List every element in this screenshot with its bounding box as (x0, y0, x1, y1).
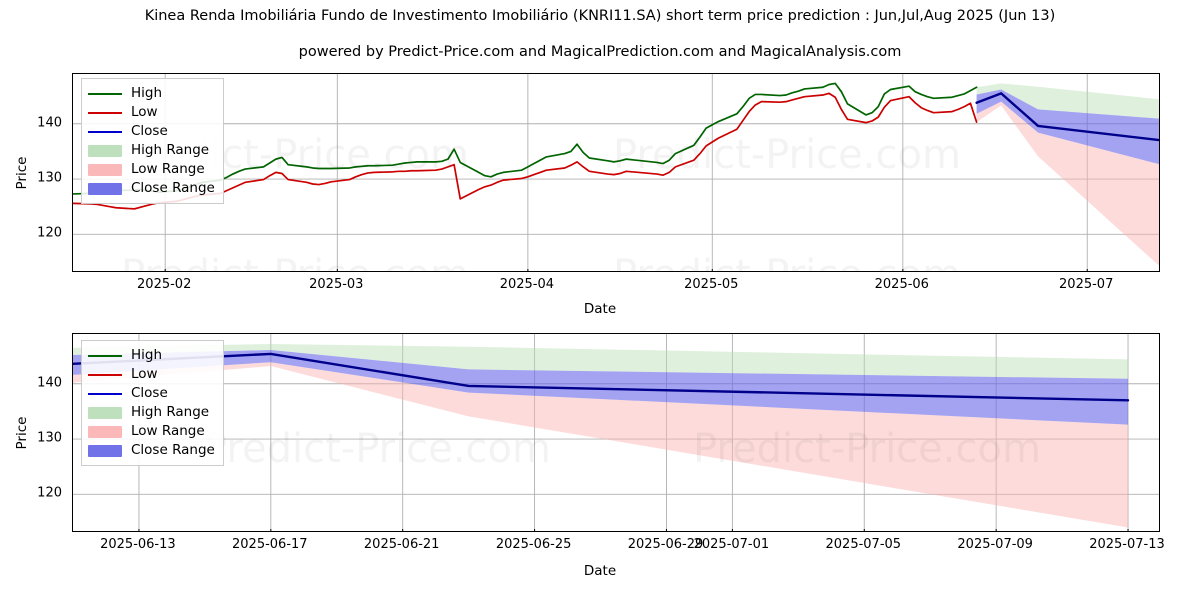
close-price-line (975, 92, 1159, 142)
legend-swatch-high-range-icon (88, 406, 122, 419)
x-tick-label: 2025-06 (874, 277, 929, 292)
legend-label: Close Range (131, 179, 215, 196)
legend-swatch-close-range-icon (88, 182, 122, 195)
x-tick-label: 2025-06-29 (627, 537, 704, 552)
legend-label: High (131, 84, 163, 101)
legend-label: Close Range (131, 441, 215, 458)
legend-item-high: High (88, 84, 215, 103)
legend-swatch-low-range-icon (88, 425, 122, 438)
bottom-chart-panel: Predict-Price.com Predict-Price.com High… (72, 333, 1160, 532)
low-price-line (73, 92, 978, 210)
legend-label: High (131, 346, 163, 363)
legend-label: Close (131, 122, 168, 139)
x-tick-label: 2025-06-17 (232, 537, 308, 552)
y-tick-label: 130 (37, 170, 62, 186)
y-tick-label: 120 (37, 225, 62, 241)
legend-item-high-range: High Range (88, 141, 215, 160)
x-tick-label: 2025-06-21 (363, 537, 440, 552)
top-plot-area: Predict-Price.com Predict-Price.com Pred… (72, 73, 1160, 272)
legend-swatch-close-icon (88, 388, 122, 400)
high-range-band (73, 343, 1129, 379)
page-subtitle: powered by Predict-Price.com and Magical… (298, 44, 902, 60)
top-chart-legend: High Low Close High Range Low Range Close Ran… (81, 78, 224, 204)
legend-item-close: Close (88, 122, 215, 141)
x-tick-label: 2025-07-09 (957, 537, 1033, 552)
legend-label: Low (131, 365, 158, 382)
x-tick-label: 2025-04 (499, 277, 555, 292)
legend-swatch-close-range-icon (88, 444, 122, 457)
y-tick-label: 140 (37, 375, 62, 391)
legend-item-close-range: Close Range (88, 441, 215, 460)
x-tick-label: 2025-07-05 (825, 537, 902, 552)
legend-item-close: Close (88, 384, 215, 403)
close-range-band (976, 89, 1159, 165)
y-tick-label: 140 (37, 115, 62, 131)
top-y-axis-label: Price (14, 156, 30, 190)
legend-item-low-range: Low Range (88, 422, 215, 441)
legend-label: High Range (131, 403, 210, 420)
low-range-band (976, 101, 1159, 266)
legend-label: High Range (131, 141, 210, 158)
legend-item-close-range: Close Range (88, 179, 215, 198)
legend-item-low: Low (88, 365, 215, 384)
high-price-line (73, 82, 978, 195)
x-tick-label: 2025-05 (684, 277, 739, 292)
y-tick-label: 120 (37, 485, 62, 501)
legend-item-high: High (88, 346, 215, 365)
page-title: Kinea Renda Imobiliária Fundo de Investi… (144, 8, 1056, 24)
bottom-y-axis-label: Price (14, 416, 30, 450)
top-x-axis-ticks: 2025-02 2025-03 2025-04 2025-05 2025-06 2025-… (0, 277, 1200, 297)
top-plot-svg (73, 74, 1159, 271)
bottom-x-axis-ticks: 2025-06-13 2025-06-17 2025-06-21 2025-06-25… (0, 537, 1200, 557)
legend-label: Low Range (131, 422, 205, 439)
legend-swatch-low-icon (88, 369, 122, 381)
top-x-axis-label: Date (583, 301, 617, 317)
legend-swatch-low-icon (88, 107, 122, 119)
x-tick-label: 2025-07-01 (693, 537, 770, 552)
y-tick-label: 130 (37, 430, 62, 446)
legend-label: Close (131, 384, 168, 401)
x-tick-label: 2025-02 (137, 277, 192, 292)
legend-item-low-range: Low Range (88, 160, 215, 179)
x-tick-label: 2025-03 (309, 277, 364, 292)
high-range-band (976, 83, 1159, 119)
x-tick-label: 2025-06-25 (495, 537, 572, 552)
x-tick-label: 2025-07-13 (1089, 537, 1165, 552)
x-tick-label: 2025-06-13 (100, 537, 176, 552)
legend-swatch-high-icon (88, 88, 122, 100)
legend-label: Low Range (131, 160, 205, 177)
legend-item-high-range: High Range (88, 403, 215, 422)
legend-item-low: Low (88, 103, 215, 122)
bottom-chart-legend: High Low Close High Range Low Range Close Ran… (81, 340, 224, 466)
legend-swatch-high-icon (88, 350, 122, 362)
legend-swatch-close-icon (88, 126, 122, 138)
bottom-y-axis-ticks: 120 130 140 (0, 333, 62, 532)
close-range-band (73, 350, 1129, 425)
bottom-plot-svg (73, 334, 1159, 531)
bottom-plot-area: Predict-Price.com Predict-Price.com High… (72, 333, 1160, 532)
legend-swatch-low-range-icon (88, 163, 122, 176)
top-y-axis-ticks: 120 130 140 (0, 73, 62, 272)
x-tick-label: 2025-07 (1059, 277, 1114, 292)
low-range-band (73, 362, 1129, 528)
legend-label: Low (131, 103, 158, 120)
top-chart-panel: Predict-Price.com Predict-Price.com Pred… (72, 73, 1160, 272)
bottom-x-axis-label: Date (583, 563, 617, 579)
legend-swatch-high-range-icon (88, 144, 122, 157)
